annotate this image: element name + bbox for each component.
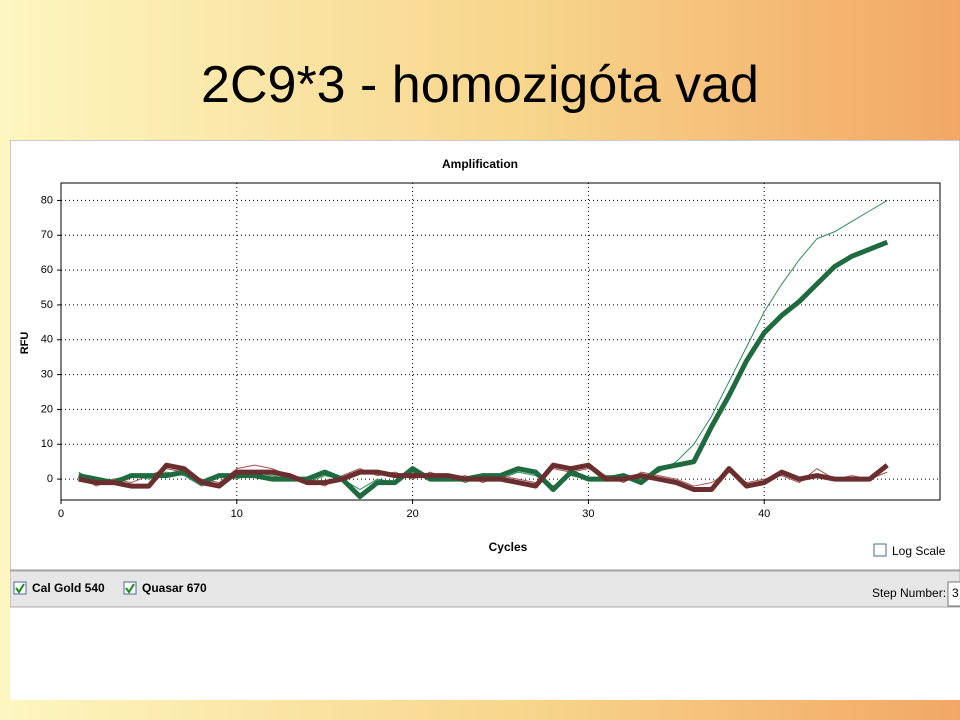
series-line — [78, 464, 888, 487]
y-tick-label: 60 — [41, 264, 53, 276]
plot-area — [60, 182, 941, 501]
x-tick-label: 30 — [582, 508, 594, 520]
y-tick-label: 0 — [47, 473, 53, 485]
x-tick-label: 10 — [231, 508, 243, 520]
toolbar — [9, 570, 960, 608]
x-tick-label: 20 — [406, 508, 418, 520]
series-line — [78, 239, 889, 500]
x-tick-label: 40 — [758, 508, 770, 520]
y-tick-label: 30 — [41, 368, 53, 380]
channel-label[interactable]: Quasar 670 — [142, 581, 207, 595]
log-scale-label[interactable]: Log Scale — [892, 544, 946, 558]
slide-title: 2C9*3 - homozigóta vad — [201, 56, 759, 114]
channel-label[interactable]: Cal Gold 540 — [32, 581, 105, 595]
x-axis-label: Cycles — [489, 540, 528, 554]
y-axis-label: RFU — [19, 332, 31, 355]
chart-title: Amplification — [442, 157, 518, 171]
y-tick-label: 40 — [41, 334, 53, 346]
y-tick-label: 20 — [41, 403, 53, 415]
step-input[interactable] — [947, 581, 960, 607]
y-tick-label: 70 — [41, 229, 53, 241]
screenshot: Amplification Cycles RFU Log Scale Cal G… — [9, 139, 960, 700]
y-tick-label: 80 — [41, 194, 53, 206]
y-tick-label: 50 — [41, 299, 53, 311]
x-tick-label: 0 — [58, 508, 64, 520]
chart: Amplification Cycles RFU Log Scale Cal G… — [9, 139, 960, 608]
check-mark — [125, 583, 135, 594]
step-label: Step Number: — [872, 586, 946, 600]
series-line — [78, 462, 889, 493]
check-mark — [15, 583, 25, 594]
y-tick-label: 10 — [41, 438, 53, 450]
log-scale-checkbox[interactable] — [873, 543, 887, 557]
step-value[interactable]: 3 — [952, 586, 959, 600]
